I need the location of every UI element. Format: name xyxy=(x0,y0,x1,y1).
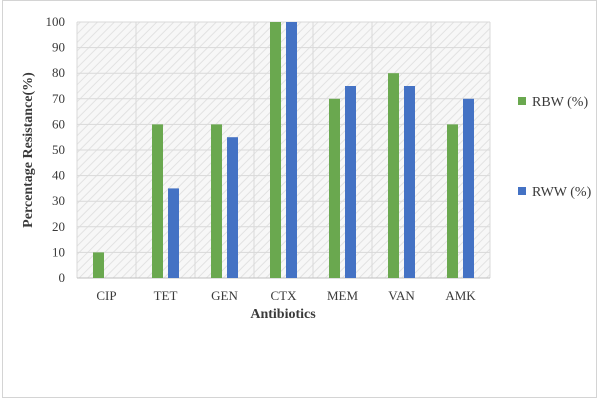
bar-rww-ctx xyxy=(286,22,297,278)
legend-label-rww: RWW (%) xyxy=(532,185,592,200)
x-tick-label-cip: CIP xyxy=(96,288,116,303)
bar-rbw-gen xyxy=(211,124,222,279)
bar-rbw-ctx xyxy=(270,22,281,278)
y-tick-label-70: 70 xyxy=(52,91,65,106)
y-axis-ticks: 0 10 20 30 40 50 60 70 80 90 100 xyxy=(46,14,66,285)
y-tick-label-90: 90 xyxy=(52,40,65,55)
x-tick-label-van: VAN xyxy=(388,288,415,303)
y-tick-label-0: 0 xyxy=(59,270,66,285)
y-tick-label-10: 10 xyxy=(52,244,65,259)
y-axis-title: Percentage Resistance(%) xyxy=(21,72,36,228)
gridlines xyxy=(76,21,491,279)
bar-rbw-cip xyxy=(93,252,104,278)
bar-rbw-amk xyxy=(447,124,458,279)
x-tick-label-amk: AMK xyxy=(445,288,476,303)
y-tick-label-30: 30 xyxy=(52,193,65,208)
bar-rbw-tet xyxy=(152,124,163,279)
legend: RBW (%) RWW (%) xyxy=(518,95,592,200)
x-tick-label-tet: TET xyxy=(154,288,178,303)
bars xyxy=(93,22,474,279)
legend-swatch-rww xyxy=(518,187,526,195)
bar-rww-tet xyxy=(168,188,179,278)
legend-label-rbw: RBW (%) xyxy=(532,95,588,110)
bar-rbw-mem xyxy=(329,98,340,278)
x-tick-label-ctx: CTX xyxy=(271,288,298,303)
x-axis-ticks: CIP TET GEN CTX MEM VAN AMK xyxy=(96,288,476,303)
y-tick-label-20: 20 xyxy=(52,219,65,234)
y-tick-label-60: 60 xyxy=(52,116,65,131)
bar-rww-gen xyxy=(227,137,238,278)
x-tick-label-gen: GEN xyxy=(211,288,238,303)
x-axis-title: Antibiotics xyxy=(250,307,316,322)
bar-rww-van xyxy=(404,86,415,278)
y-tick-label-80: 80 xyxy=(52,65,65,80)
bar-rww-mem xyxy=(345,86,356,278)
y-tick-label-50: 50 xyxy=(52,142,65,157)
y-tick-label-40: 40 xyxy=(52,168,65,183)
x-tick-label-mem: MEM xyxy=(327,288,359,303)
legend-swatch-rbw xyxy=(518,97,526,105)
bar-rbw-van xyxy=(388,73,399,278)
bar-rww-amk xyxy=(463,98,474,278)
y-tick-label-100: 100 xyxy=(46,14,66,29)
